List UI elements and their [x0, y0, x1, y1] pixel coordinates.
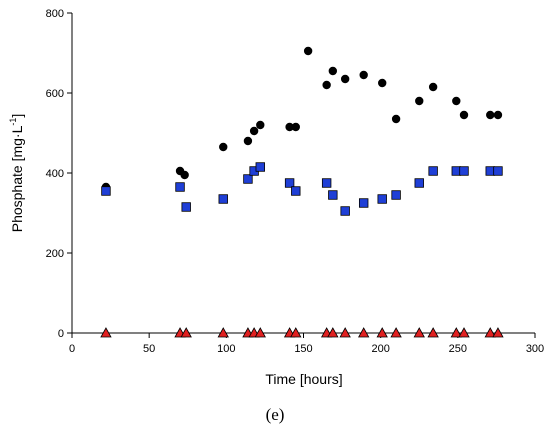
triangle-point: [100, 327, 112, 338]
circle-point: [359, 70, 368, 80]
triangle-point: [413, 327, 425, 338]
circle-point: [452, 96, 461, 106]
circle-point: [180, 170, 189, 180]
square-point: [451, 166, 461, 176]
square-point: [181, 202, 191, 212]
x-tick-label: 50: [143, 343, 155, 355]
triangle-point: [217, 327, 229, 338]
square-point: [284, 178, 295, 188]
triangle-point: [327, 327, 339, 338]
figure-caption: (e): [265, 405, 285, 424]
y-tick-label: 400: [46, 168, 64, 180]
triangle-point: [458, 327, 470, 338]
square-point: [321, 178, 332, 188]
circle-point: [219, 142, 228, 152]
y-axis-title-end: ]: [9, 114, 25, 118]
triangle-point: [492, 327, 504, 338]
triangle-point: [290, 327, 302, 338]
square-point: [218, 194, 228, 204]
circle-point: [243, 136, 253, 146]
square-point: [414, 178, 424, 188]
triangle-point: [358, 327, 370, 338]
circle-point: [340, 74, 350, 84]
x-tick-label: 200: [371, 343, 389, 355]
square-point: [243, 174, 253, 184]
x-tick-label: 0: [69, 343, 75, 355]
square-point: [291, 186, 301, 196]
square-point: [377, 194, 387, 204]
data-marks: [100, 46, 504, 338]
circle-point: [415, 96, 424, 106]
y-tick-label: 200: [46, 248, 64, 260]
triangle-point: [376, 327, 388, 338]
square-point: [328, 190, 338, 200]
x-tick-label: 300: [526, 343, 544, 355]
circle-point: [328, 66, 338, 76]
triangle-point: [180, 327, 192, 338]
circle-point: [249, 126, 259, 136]
circle-point: [378, 78, 387, 88]
x-tick-label: 250: [449, 343, 467, 355]
circle-point: [285, 122, 294, 132]
square-point: [175, 182, 185, 192]
circle-point: [428, 82, 438, 92]
circle-point: [391, 114, 401, 124]
triangle-point: [254, 327, 266, 338]
circle-point: [303, 46, 313, 56]
x-tick-label: 100: [217, 343, 235, 355]
circle-point: [256, 120, 265, 130]
y-tick-label: 600: [46, 88, 64, 100]
square-point: [493, 166, 503, 176]
square-point: [391, 190, 401, 200]
circle-point: [493, 110, 503, 120]
square-point: [101, 186, 111, 196]
phosphate-scatter-chart: 0 50 100 150 200 250 300 0 200 400 600 800 Time [ho…: [8, 8, 545, 387]
square-point: [358, 198, 369, 208]
square-point: [255, 162, 265, 172]
triangle-point: [450, 327, 462, 338]
circle-point: [291, 122, 300, 132]
y-axis-title-superscript: -1: [8, 118, 18, 126]
x-tick-label: 150: [294, 343, 312, 355]
square-point: [459, 166, 469, 176]
y-tick-label: 800: [46, 8, 64, 20]
square-point: [428, 166, 438, 176]
triangle-point: [339, 327, 351, 338]
triangle-point: [484, 327, 496, 338]
y-axis-title-main: Phosphate [mg·L: [9, 125, 25, 232]
square-point: [340, 206, 350, 216]
y-tick-label: 0: [58, 328, 64, 340]
circle-point: [322, 80, 331, 90]
triangle-point: [427, 327, 439, 338]
square-point: [485, 166, 495, 176]
triangle-point: [390, 327, 402, 338]
circle-point: [486, 110, 495, 120]
y-axis-title: Phosphate [mg·L-1]: [8, 114, 25, 233]
circle-point: [459, 110, 469, 120]
x-axis-title: Time [hours]: [265, 371, 342, 387]
axes: 0 50 100 150 200 250 300 0 200 400 600 800: [46, 8, 545, 355]
